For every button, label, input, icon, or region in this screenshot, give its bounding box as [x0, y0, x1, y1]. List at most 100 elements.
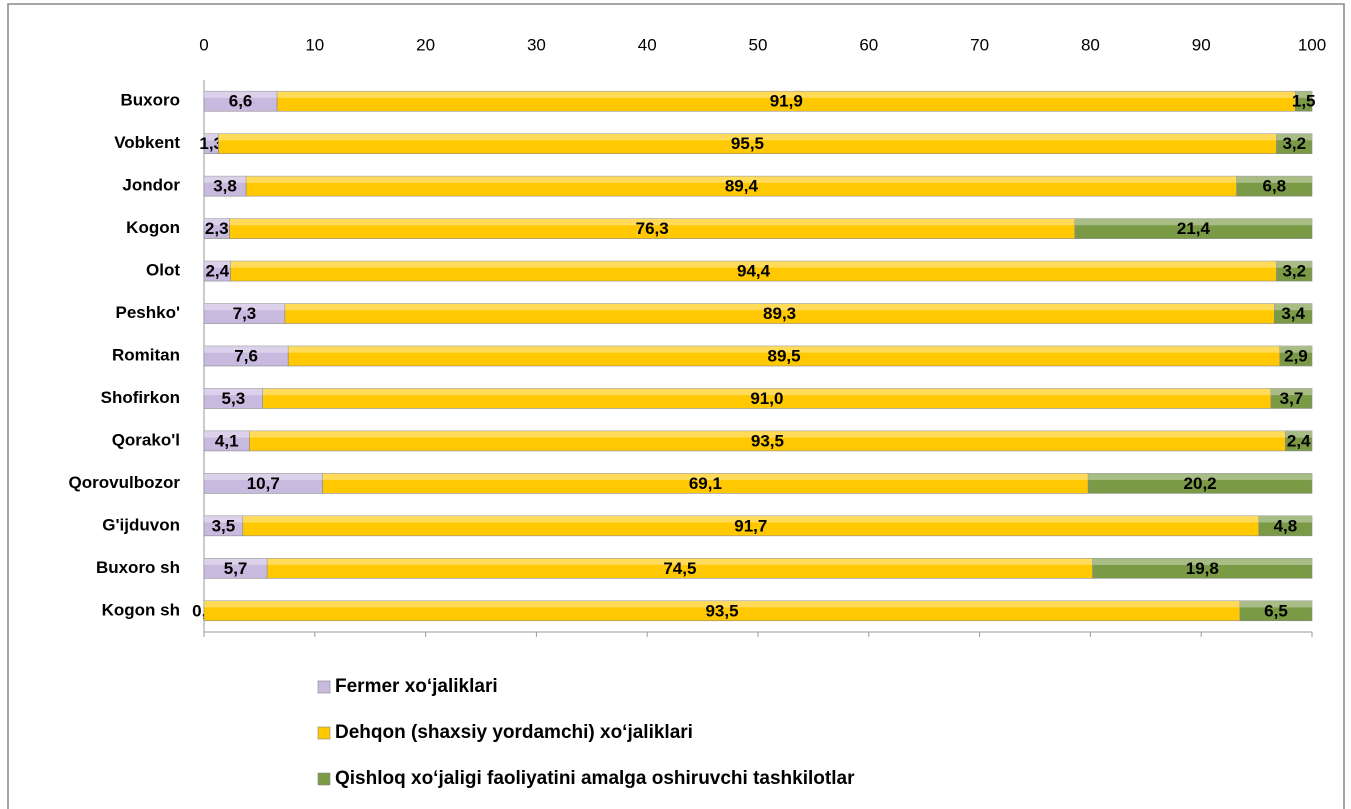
legend-swatch: [317, 726, 331, 740]
x-tick-label: 10: [305, 35, 324, 54]
value-label: 3,2: [1282, 134, 1306, 153]
bar-highlight: [204, 261, 231, 268]
value-label: 5,7: [224, 559, 248, 578]
x-tick-label: 70: [970, 35, 989, 54]
bar-highlight: [1092, 558, 1312, 565]
bar-segment: [1274, 303, 1313, 324]
value-label: 7,3: [233, 304, 257, 323]
value-label: 89,3: [763, 304, 796, 323]
value-label: 3,2: [1282, 262, 1306, 281]
value-label: 74,5: [663, 559, 696, 578]
bar-highlight: [1258, 515, 1312, 523]
bar-segment: [1276, 260, 1313, 282]
value-label: 20,2: [1184, 474, 1217, 493]
bar-highlight: [1276, 133, 1312, 141]
bar-highlight: [229, 218, 1075, 226]
bar-highlight: [1088, 473, 1312, 481]
bar-segment: [1092, 558, 1313, 579]
bar-segment: [1239, 600, 1313, 622]
y-tick-label: Qorovulbozor: [69, 473, 181, 492]
value-label: 69,1: [689, 474, 722, 493]
x-tick-label: 30: [527, 35, 546, 54]
bar-highlight: [204, 218, 230, 226]
x-tick-label: 80: [1081, 35, 1100, 54]
x-tick-label: 0: [199, 35, 208, 54]
bar-highlight: [322, 473, 1089, 481]
value-label: 3,4: [1281, 304, 1305, 323]
bar-highlight: [262, 388, 1272, 396]
bar-highlight: [284, 303, 1275, 311]
value-label: 76,3: [636, 219, 669, 238]
bar-highlight: [246, 176, 1237, 183]
value-label: 95,5: [731, 134, 764, 153]
legend-label: Qishloq xoʻjaligi faoliyatini amalga osh…: [335, 768, 855, 789]
value-label: 93,5: [751, 431, 784, 450]
y-tick-label: Jondor: [122, 176, 180, 195]
value-label: 91,9: [770, 92, 803, 111]
bar-highlight: [218, 133, 1277, 141]
bar-highlight: [1271, 388, 1312, 396]
value-label: 19,8: [1186, 559, 1219, 578]
bar-highlight: [230, 261, 1277, 268]
x-tick-label: 50: [749, 35, 768, 54]
bar-highlight: [204, 558, 268, 565]
y-tick-label: Buxoro sh: [96, 558, 180, 577]
bar-highlight: [1239, 600, 1312, 608]
value-label: 1,5: [1292, 92, 1316, 111]
value-label: 21,4: [1177, 219, 1211, 238]
value-label: 3,8: [213, 177, 237, 196]
value-label: 91,0: [750, 389, 783, 408]
bar-highlight: [242, 515, 1259, 523]
bar-segment: [1295, 90, 1313, 112]
value-label: 6,6: [229, 92, 253, 111]
bar-segment: [1087, 473, 1313, 494]
legend-label: Dehqon (shaxsiy yordamchi) xoʻjaliklari: [335, 722, 693, 743]
bar-highlight: [204, 388, 263, 396]
value-label: 4,8: [1274, 516, 1298, 535]
y-tick-label: Romitan: [112, 345, 180, 364]
value-label: 91,7: [734, 516, 767, 535]
value-label: 1,3: [199, 134, 223, 153]
bar-segment: [1074, 218, 1313, 239]
value-label: 94,4: [737, 262, 771, 281]
y-tick-label: Olot: [146, 261, 180, 280]
value-label: 89,4: [725, 177, 759, 196]
value-label: 2,3: [205, 219, 229, 238]
y-tick-label: Buxoro: [121, 91, 181, 110]
legend-swatch: [317, 772, 331, 786]
bar-segment: [1258, 515, 1313, 537]
value-label: 10,7: [247, 474, 280, 493]
bar-highlight: [1295, 91, 1312, 98]
value-label: 7,6: [234, 346, 258, 365]
y-tick-label: Kogon: [126, 218, 180, 237]
y-tick-label: Qorako'l: [112, 430, 180, 449]
bar-segment: [1270, 388, 1313, 409]
x-tick-label: 90: [1192, 35, 1211, 54]
y-tick-label: Peshko': [115, 303, 180, 322]
bar-highlight: [288, 346, 1280, 353]
y-tick-label: Vobkent: [114, 133, 180, 152]
bar-highlight: [204, 176, 247, 183]
value-label: 2,4: [1287, 431, 1311, 450]
value-label: 2,9: [1284, 346, 1308, 365]
y-tick-label: Kogon sh: [102, 600, 180, 619]
bar-segment: [1236, 175, 1313, 197]
x-tick-label: 100: [1298, 35, 1326, 54]
bar-highlight: [267, 558, 1093, 565]
bar-highlight: [1285, 430, 1312, 438]
value-label: 4,1: [215, 431, 239, 450]
value-label: 6,5: [1264, 601, 1288, 620]
y-tick-label: Shofirkon: [101, 388, 180, 407]
y-tick-label: G'ijduvon: [102, 515, 180, 534]
bar-highlight: [1274, 303, 1312, 311]
bar-highlight: [204, 515, 243, 523]
bar-highlight: [204, 473, 323, 481]
bar-segment: [1279, 345, 1313, 367]
value-label: 6,8: [1263, 177, 1287, 196]
bar-highlight: [1074, 218, 1312, 226]
bar-highlight: [204, 133, 219, 141]
bar-segment: [1276, 133, 1313, 154]
x-tick-label: 40: [638, 35, 657, 54]
bar-highlight: [204, 346, 289, 353]
